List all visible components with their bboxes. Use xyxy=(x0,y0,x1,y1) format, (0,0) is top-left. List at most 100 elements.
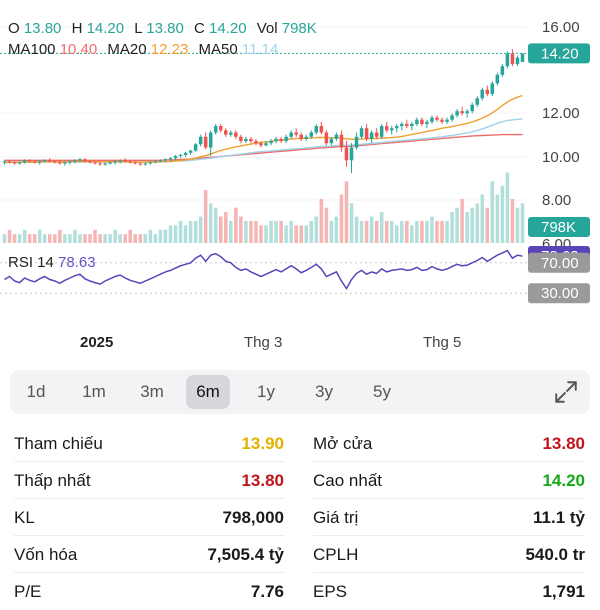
price-chart-panel[interactable]: 16.0012.0010.008.006.004.0014.20798K78.6… xyxy=(0,0,600,360)
volume-bar xyxy=(349,203,354,243)
candle-body xyxy=(88,161,92,163)
volume-bar xyxy=(405,220,409,243)
candle-body xyxy=(269,141,273,144)
candle-body xyxy=(304,136,309,139)
volume-bar xyxy=(515,207,520,243)
candle-body xyxy=(379,126,384,137)
candle-body xyxy=(138,163,143,165)
candle-body xyxy=(495,74,500,84)
volume-bar xyxy=(344,181,349,243)
low-label: L xyxy=(134,20,143,37)
candle-body xyxy=(83,159,87,162)
range-tab-6m[interactable]: 6m xyxy=(186,375,230,409)
volume-bar xyxy=(384,220,389,243)
volume-bar xyxy=(430,216,434,243)
candle-body xyxy=(113,161,117,163)
candle-body xyxy=(294,132,298,135)
volume-bar xyxy=(364,220,369,243)
stat-open: Mở cửa 13.80 xyxy=(313,425,585,462)
volume-bar xyxy=(480,194,485,243)
rsi-low-tag-text: 30.00 xyxy=(541,285,579,302)
candle-body xyxy=(229,132,233,135)
volume-bar xyxy=(27,234,32,243)
volume-bar xyxy=(389,220,394,243)
volume-bar xyxy=(22,229,27,243)
candle-body xyxy=(118,160,122,162)
candle-body xyxy=(520,53,525,62)
rsi-high-tag-bg xyxy=(528,252,590,273)
volume-bar xyxy=(435,220,439,243)
candle-body xyxy=(359,128,364,137)
volume-bar xyxy=(93,229,97,243)
range-tab-1m[interactable]: 1m xyxy=(82,382,106,401)
candle-body xyxy=(354,136,359,148)
candle-body xyxy=(128,161,132,163)
candle-body xyxy=(264,143,268,146)
range-tab-1y[interactable]: 1y xyxy=(257,382,275,401)
volume-bar xyxy=(138,234,143,243)
candle-body xyxy=(17,162,22,164)
volume-bar xyxy=(208,203,213,243)
candle-body xyxy=(163,159,168,161)
candle-body xyxy=(400,123,404,127)
volume-bar xyxy=(218,216,223,243)
candle-body xyxy=(389,128,394,131)
volume-bar xyxy=(48,234,52,243)
volume-bar xyxy=(465,212,469,243)
volume-bar xyxy=(379,212,384,243)
volume-bar xyxy=(289,220,293,243)
stat-value: 540.0 tr xyxy=(525,545,585,564)
ohlc-readout: O 13.80 H 14.20 L 13.80 C 14.20 Vol 798K xyxy=(8,20,323,37)
candle-body xyxy=(244,138,248,142)
candle-body xyxy=(158,160,163,162)
time-axis-label: Thg 5 xyxy=(423,334,461,351)
volume-tag: 798K xyxy=(528,217,590,237)
volume-bar xyxy=(279,220,283,243)
volume-bar xyxy=(63,234,67,243)
candlestick-chart[interactable]: 16.0012.0010.008.006.004.0014.20798K78.6… xyxy=(0,0,600,360)
volume-bar xyxy=(37,229,42,243)
stat-label: Thấp nhất xyxy=(14,471,91,490)
time-axis-label: Thg 3 xyxy=(244,334,282,351)
candle-body xyxy=(42,160,47,162)
open-value: 13.80 xyxy=(23,20,62,37)
stat-shares-outstanding: CPLH 540.0 tr xyxy=(313,536,585,573)
expand-arrows-icon[interactable] xyxy=(553,379,579,405)
volume-bar xyxy=(395,225,399,243)
range-tab-1d[interactable]: 1d xyxy=(26,382,46,401)
stats-row: P/E 7.76 EPS 1,791 xyxy=(0,573,600,610)
volume-bar xyxy=(213,207,218,243)
volume-bar xyxy=(520,203,525,243)
stat-label: KL xyxy=(14,508,35,527)
ma50-line xyxy=(4,118,523,163)
volume-bar xyxy=(178,220,183,243)
stats-row: Tham chiếu 13.90 Mở cửa 13.80 xyxy=(0,425,600,462)
candle-body xyxy=(73,160,77,162)
volume-bar xyxy=(103,234,107,243)
high-value: 14.20 xyxy=(86,20,125,37)
volume-bar xyxy=(53,234,57,243)
ma20-value: 12.23 xyxy=(150,41,189,58)
price-tag-text: 14.20 xyxy=(541,45,579,62)
volume-value: 798K xyxy=(281,20,317,37)
candle-body xyxy=(490,83,495,95)
volume-bar xyxy=(113,229,117,243)
candle-body xyxy=(279,138,283,142)
volume-bar xyxy=(88,234,92,243)
stat-label: Cao nhất xyxy=(313,471,382,490)
volume-bar xyxy=(425,220,429,243)
stat-label: Vốn hóa xyxy=(14,545,78,564)
rsi-value: 78.63 xyxy=(58,254,96,271)
volume-bar xyxy=(460,198,464,243)
candle-body xyxy=(324,132,329,144)
stat-label: EPS xyxy=(313,582,348,601)
candle-body xyxy=(284,136,288,142)
candle-body xyxy=(249,138,253,142)
range-tab-3y[interactable]: 3y xyxy=(315,382,333,401)
stat-pe: P/E 7.76 xyxy=(14,573,284,610)
candle-body xyxy=(183,152,188,155)
close-value: 14.20 xyxy=(209,20,247,37)
range-tab-5y[interactable]: 5y xyxy=(373,382,391,401)
volume-bar xyxy=(324,207,329,243)
range-tab-3m[interactable]: 3m xyxy=(140,382,164,401)
